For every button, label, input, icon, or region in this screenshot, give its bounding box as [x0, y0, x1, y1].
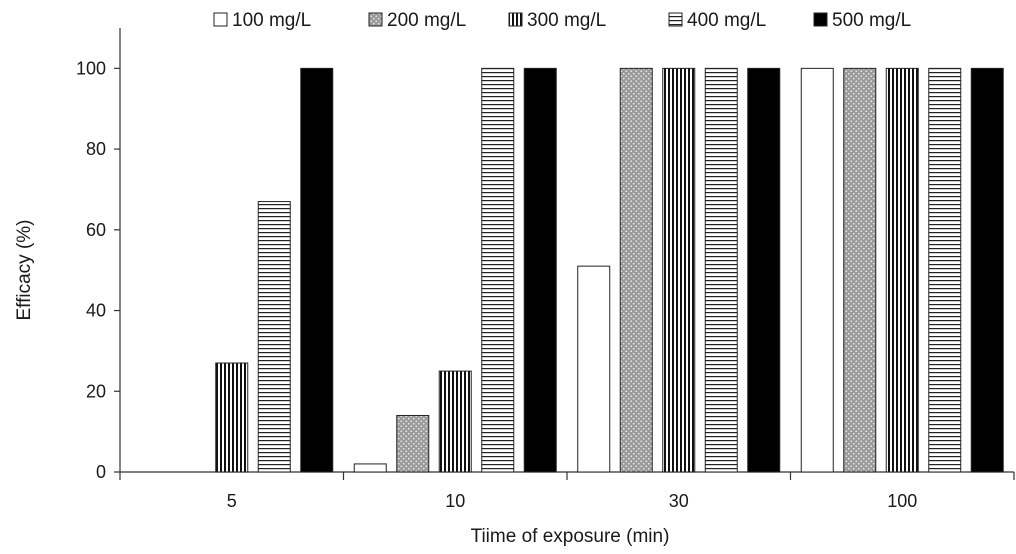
bars	[215, 67, 1004, 473]
legend-swatch	[668, 12, 683, 27]
bar	[257, 201, 291, 473]
legend-label: 300 mg/L	[527, 10, 606, 31]
bar	[481, 67, 515, 473]
legend-swatch	[213, 12, 228, 27]
bar	[970, 67, 1004, 473]
legend: 100 mg/L 200 mg/L 300 mg/L 400 mg/L 500 mg/L	[213, 10, 911, 31]
bar	[928, 67, 962, 473]
bar	[523, 67, 557, 473]
x-tick-label: 100	[887, 491, 917, 511]
y-tick-label: 0	[96, 462, 106, 482]
bar	[300, 67, 334, 473]
bar	[396, 414, 430, 473]
bar	[800, 67, 834, 473]
legend-label: 400 mg/L	[687, 10, 766, 31]
bar	[662, 67, 696, 473]
y-tick-label: 80	[86, 139, 106, 159]
legend-label: 500 mg/L	[832, 10, 911, 31]
legend-swatch	[508, 12, 523, 27]
y-tick-label: 40	[86, 301, 106, 321]
y-tick-label: 20	[86, 381, 106, 401]
legend-swatch	[813, 12, 828, 27]
y-ticks: 0 20 40 60 80 100	[76, 58, 120, 482]
bar	[843, 67, 877, 473]
bar	[747, 67, 781, 473]
bar	[438, 370, 472, 473]
legend-swatch	[368, 12, 383, 27]
x-ticks: 5 10 30 100	[119, 472, 1015, 511]
bar	[215, 362, 249, 473]
bar	[577, 265, 611, 473]
y-axis-title: Efficacy (%)	[14, 219, 35, 320]
bar	[353, 463, 387, 473]
x-tick-label: 10	[445, 491, 465, 511]
y-tick-label: 100	[76, 58, 106, 78]
bar	[619, 67, 653, 473]
x-tick-label: 5	[227, 491, 237, 511]
y-tick-label: 60	[86, 220, 106, 240]
x-tick-label: 30	[669, 491, 689, 511]
legend-label: 100 mg/L	[232, 10, 311, 31]
bar	[704, 67, 738, 473]
x-axis-title: Tiime of exposure (min)	[471, 526, 670, 547]
bar	[885, 67, 919, 473]
legend-label: 200 mg/L	[387, 10, 466, 31]
